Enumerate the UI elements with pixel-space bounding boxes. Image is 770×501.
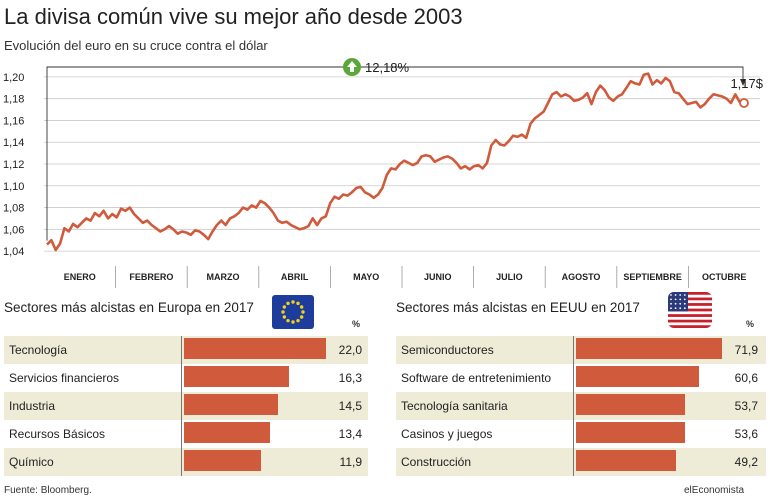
sector-row: Tecnología 22,0 — [4, 336, 368, 364]
sector-bar — [576, 394, 686, 415]
us-flag-icon — [668, 292, 712, 328]
sector-value: 14,5 — [338, 399, 362, 413]
y-tick-label: 1,12 — [3, 159, 24, 171]
sector-value: 11,9 — [339, 455, 362, 469]
brand-logo: elEconomista — [684, 485, 745, 496]
sector-label: Tecnología — [9, 343, 68, 357]
sector-row: Construcción 49,2 — [396, 448, 766, 476]
last-value-label: 1,17$ — [730, 76, 763, 91]
sector-bar — [576, 422, 685, 443]
source-note: Fuente: Bloomberg. — [4, 485, 92, 496]
sector-row: Casinos y juegos 53,6 — [396, 420, 766, 448]
up-arrow-glyph — [347, 61, 357, 72]
sector-bar — [184, 394, 278, 415]
sector-value: 16,3 — [338, 371, 362, 385]
y-tick-label: 1,08 — [3, 203, 24, 215]
sector-row: Químico 11,9 — [4, 448, 368, 476]
page-subtitle: Evolución del euro en su cruce contra el… — [4, 38, 268, 53]
sector-label: Químico — [9, 455, 54, 469]
sector-value: 53,7 — [734, 399, 758, 413]
sector-label: Casinos y juegos — [401, 427, 493, 441]
change-bracket — [46, 66, 744, 241]
x-tick-label: FEBRERO — [129, 272, 173, 282]
bar-axis-line — [573, 336, 574, 476]
sector-bar — [184, 366, 290, 387]
sector-value: 49,2 — [734, 455, 758, 469]
sector-label: Servicios financieros — [9, 371, 120, 385]
y-tick-label: 1,04 — [3, 246, 24, 258]
sector-label: Software de entretenimiento — [401, 371, 552, 385]
sector-label: Recursos Básicos — [9, 427, 106, 441]
sector-bar — [576, 338, 722, 359]
sector-bar — [184, 450, 261, 471]
sector-row: Recursos Básicos 13,4 — [4, 420, 368, 448]
sector-label: Construcción — [401, 455, 472, 469]
sector-label: Tecnología sanitaria — [401, 399, 508, 413]
euro-dollar-line-chart: 1,04 1,06 1,08 1,10 1,12 1,14 1,16 1,18 1,20 ENER… — [3, 58, 764, 288]
y-tick-label: 1,20 — [3, 72, 24, 84]
sector-label: Semiconductores — [401, 343, 494, 357]
europe-unit-label: % — [352, 319, 361, 329]
sector-value: 53,6 — [734, 427, 758, 441]
sector-value: 60,6 — [734, 371, 758, 385]
y-tick-label: 1,16 — [3, 115, 24, 127]
x-tick-label: ENERO — [64, 272, 96, 282]
usa-panel-title: Sectores más alcistas en EEUU en 2017 — [396, 300, 640, 315]
y-tick-label: 1,10 — [3, 181, 24, 193]
sector-bar — [576, 450, 676, 471]
eu-flag-icon — [272, 295, 314, 329]
x-tick-label: MAYO — [353, 272, 379, 282]
sector-row: Servicios financieros 16,3 — [4, 364, 368, 392]
x-tick-label: OCTUBRE — [702, 272, 747, 282]
x-tick-label: MARZO — [207, 272, 240, 282]
x-tick-label: ABRIL — [281, 272, 309, 282]
change-label: 12,18% — [365, 60, 410, 75]
sector-row: Software de entretenimiento 60,6 — [396, 364, 766, 392]
sector-bar — [184, 338, 326, 359]
euro-series-line — [46, 72, 745, 252]
y-tick-label: 1,18 — [3, 94, 24, 106]
sector-value: 13,4 — [338, 427, 362, 441]
x-tick-label: JULIO — [496, 272, 523, 282]
usa-unit-label: % — [746, 319, 755, 329]
x-tick-label: SEPTIEMBRE — [623, 272, 682, 282]
sector-value: 22,0 — [338, 343, 362, 357]
sector-row: Semiconductores 71,9 — [396, 336, 766, 364]
x-tick-label: AGOSTO — [562, 272, 601, 282]
last-value-marker — [739, 98, 749, 108]
sector-value: 71,9 — [734, 343, 758, 357]
europe-panel-title: Sectores más alcistas en Europa en 2017 — [4, 300, 254, 315]
bar-axis-line — [181, 336, 182, 476]
sector-row: Industria 14,5 — [4, 392, 368, 420]
x-tick-label: JUNIO — [424, 272, 452, 282]
page-title: La divisa común vive su mejor año desde … — [4, 4, 463, 29]
sector-bar — [576, 366, 700, 387]
sector-bar — [184, 422, 271, 443]
sector-row: Tecnología sanitaria 53,7 — [396, 392, 766, 420]
bracket-arrowhead — [740, 79, 746, 86]
y-tick-label: 1,06 — [3, 224, 24, 236]
y-tick-label: 1,14 — [3, 137, 24, 149]
sector-label: Industria — [9, 399, 56, 413]
